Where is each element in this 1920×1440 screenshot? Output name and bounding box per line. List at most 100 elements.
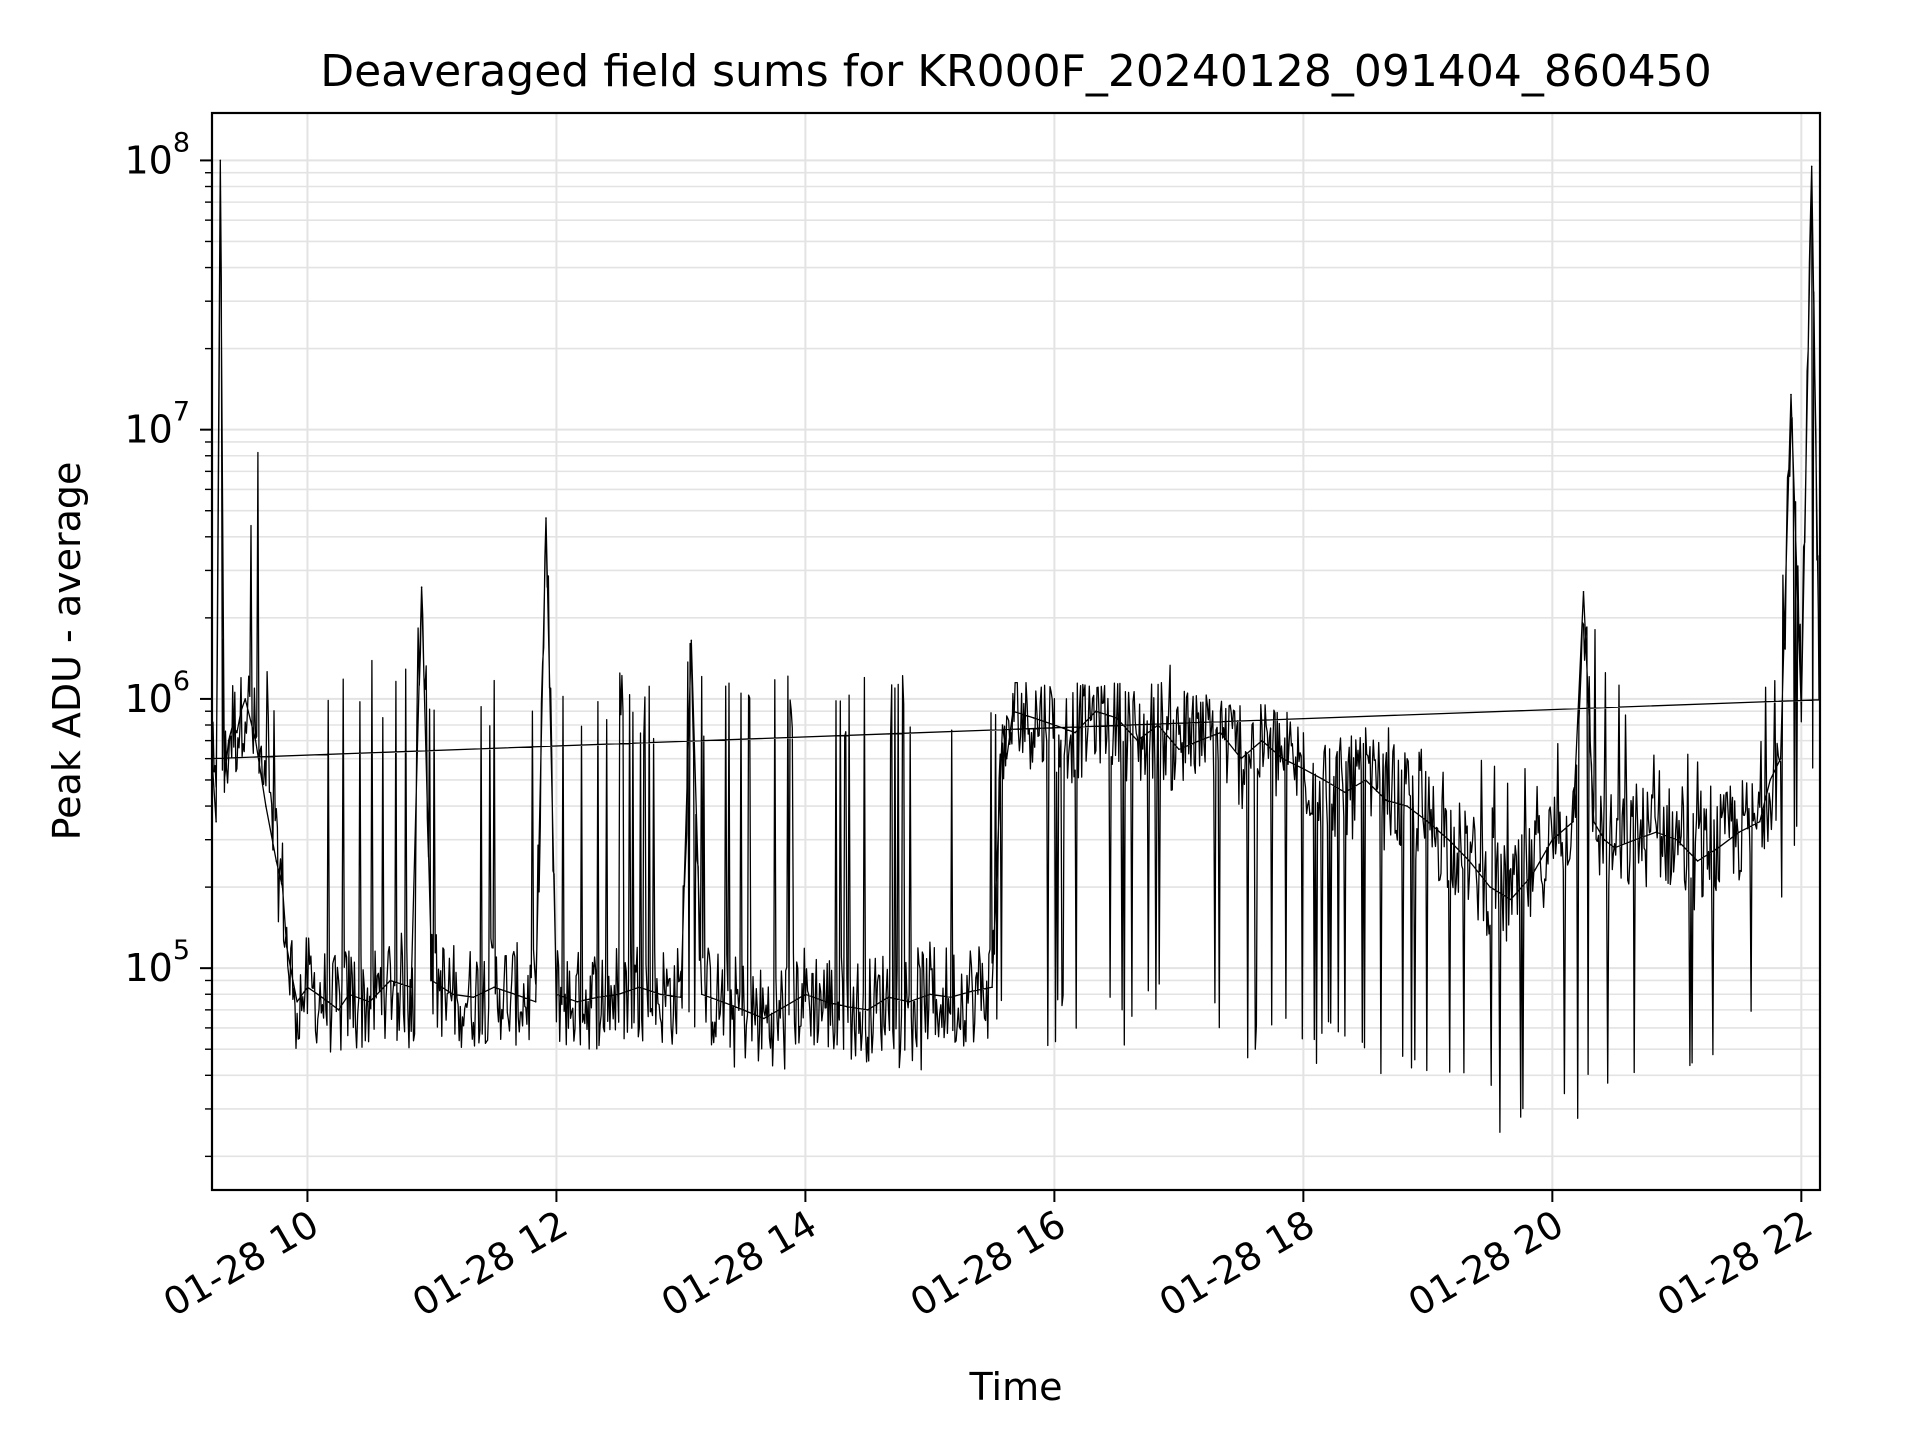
data-point: [783, 1005, 786, 1008]
data-point: [231, 724, 234, 726]
data-point: [254, 739, 257, 742]
y-tick-label: 107: [124, 397, 190, 452]
data-point: [1676, 838, 1678, 841]
data-point: [1468, 860, 1471, 862]
data-point: [1178, 748, 1180, 751]
data-point: [804, 993, 807, 996]
data-point: [472, 996, 475, 998]
data-point: [1717, 847, 1720, 849]
data-point: [306, 986, 309, 988]
data-point: [970, 990, 973, 993]
data-point: [296, 1001, 298, 1003]
data-point: [1281, 757, 1284, 760]
data-point: [659, 993, 661, 996]
data-point: [1510, 898, 1512, 901]
series-line: [211, 159, 1821, 1133]
data-point: [991, 986, 993, 988]
data-point: [327, 1001, 330, 1003]
data-point: [1769, 779, 1771, 781]
data-point: [846, 1005, 848, 1008]
data-point: [1344, 791, 1346, 794]
data-point: [227, 739, 230, 742]
data-point: [1810, 165, 1813, 168]
x-axis-label: Time: [969, 1365, 1063, 1409]
data-point: [1001, 724, 1004, 726]
data-point: [949, 996, 952, 998]
data-point: [240, 710, 242, 712]
data-point: [1582, 591, 1585, 593]
data-point: [1240, 757, 1242, 760]
data-point: [215, 820, 217, 823]
data-point: [1572, 820, 1574, 823]
data-point: [1447, 838, 1450, 841]
data-point: [1261, 739, 1263, 742]
data-point: [1198, 739, 1201, 742]
data-point: [1603, 838, 1605, 841]
data-point: [1759, 820, 1761, 823]
data-point: [638, 986, 641, 988]
data-point: [292, 979, 294, 982]
data-point: [908, 1001, 910, 1003]
data-point: [1385, 799, 1388, 802]
data-point: [1074, 731, 1076, 734]
data-point: [1593, 820, 1595, 823]
y-tick-base: 10: [124, 946, 172, 990]
data-point: [576, 1001, 578, 1003]
data-point: [555, 993, 558, 996]
data-point: [1489, 886, 1491, 888]
data-point: [236, 731, 238, 734]
data-point: [1800, 710, 1803, 712]
chart-title: Deaveraged field sums for KR000F_2024012…: [320, 46, 1712, 97]
data-point: [763, 1017, 765, 1020]
data-point: [281, 886, 284, 888]
y-tick-label: 105: [124, 935, 190, 990]
data-point: [244, 698, 246, 700]
data-point: [534, 1001, 537, 1003]
plot-area: [210, 111, 1822, 1192]
data-point: [337, 1009, 340, 1011]
data-point: [1634, 838, 1637, 841]
data-point: [1115, 717, 1118, 719]
data-point: [1790, 393, 1792, 396]
data-point: [1219, 731, 1222, 734]
data-point: [680, 996, 682, 998]
data-point: [597, 996, 599, 998]
data-point: [700, 993, 703, 996]
data-point: [1530, 875, 1533, 877]
data-point: [285, 946, 288, 948]
data-point: [1053, 724, 1056, 726]
data-point: [1095, 710, 1097, 712]
data-point: [265, 805, 267, 807]
data-point: [1012, 710, 1014, 712]
grid-lines: [212, 113, 1820, 1190]
y-tick-exponent: 6: [173, 666, 190, 697]
data-point: [1779, 757, 1782, 760]
data-point: [451, 993, 454, 996]
data-point: [275, 860, 278, 862]
data-point: [1136, 739, 1139, 742]
data-point: [1551, 838, 1554, 841]
y-tick-exponent: 7: [173, 397, 190, 428]
data-point: [887, 996, 890, 998]
data-point: [420, 586, 423, 588]
data-point: [1696, 860, 1699, 862]
data-point: [1157, 724, 1159, 726]
y-tick-exponent: 5: [173, 935, 190, 966]
data-point: [1005, 757, 1008, 760]
data-point: [1364, 779, 1367, 781]
data-point: [1655, 831, 1657, 833]
y-tick-label: 106: [124, 666, 190, 721]
data-point: [431, 979, 433, 982]
data-point: [1032, 717, 1035, 719]
data-point: [721, 1001, 724, 1003]
y-tick-base: 10: [124, 408, 172, 452]
data-point: [690, 639, 693, 642]
data-point: [1738, 831, 1740, 833]
data-point: [1613, 847, 1616, 849]
data-point: [317, 993, 319, 996]
data-point: [825, 1001, 827, 1003]
data-point: [348, 993, 350, 996]
data-point: [1323, 779, 1325, 781]
